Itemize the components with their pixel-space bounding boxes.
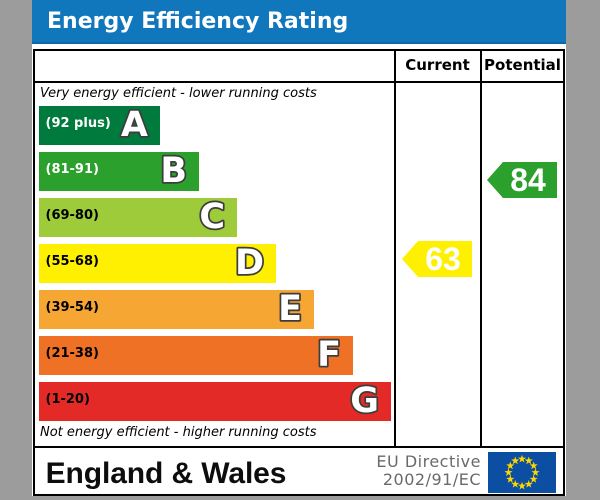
band-range-c: (69-80) xyxy=(45,207,99,223)
eu-flag-icon xyxy=(488,451,556,493)
svg-text:A: A xyxy=(121,105,148,145)
svg-text:C: C xyxy=(200,197,226,237)
band-row-c: (69-80) C xyxy=(39,195,238,239)
band-letter-d: D xyxy=(233,241,266,285)
eu-directive-line1: EU Directive xyxy=(376,451,481,471)
band-range-e: (39-54) xyxy=(45,299,99,315)
eu-flag-star xyxy=(511,479,520,488)
svg-text:E: E xyxy=(278,289,302,329)
eu-flag-star xyxy=(511,456,520,464)
band-row-b: (81-91) B xyxy=(39,149,199,193)
band-row-e: (39-54) E xyxy=(39,287,315,331)
band-range-b: (81-91) xyxy=(45,161,99,177)
column-header-current: Current xyxy=(405,56,470,74)
band-row-f: (21-38) F xyxy=(39,333,353,377)
band-letter-a: A xyxy=(120,103,151,146)
band-range-f: (21-38) xyxy=(45,345,99,361)
eu-flag-star xyxy=(524,479,533,488)
band-letter-f: F xyxy=(315,333,342,377)
potential-column-divider xyxy=(480,51,482,448)
column-header-potential: Potential xyxy=(484,56,561,74)
eu-flag-star xyxy=(529,460,538,469)
svg-text:B: B xyxy=(160,151,187,191)
chart-title: Energy Efficiency Rating xyxy=(47,9,349,34)
top-efficiency-note: Very energy efficient - lower running co… xyxy=(40,85,317,101)
potential-rating-value: 84 xyxy=(510,162,546,198)
eu-flag-star xyxy=(517,454,527,462)
footer-row-divider xyxy=(35,446,563,448)
band-range-d: (55-68) xyxy=(45,253,99,269)
eu-flag-star xyxy=(517,481,527,489)
eu-flag-star xyxy=(506,474,515,483)
header-row-divider xyxy=(35,81,563,83)
eu-flag-star xyxy=(524,456,533,464)
band-range-g: (1-20) xyxy=(45,391,90,407)
current-rating-value: 63 xyxy=(425,241,461,277)
svg-text:G: G xyxy=(351,381,380,421)
bottom-efficiency-note: Not energy efficient - higher running co… xyxy=(40,424,317,440)
eu-flag-star xyxy=(529,474,538,483)
svg-text:D: D xyxy=(235,243,264,283)
region-label: England & Wales xyxy=(45,456,287,490)
band-range-a: (92 plus) xyxy=(45,115,111,131)
band-row-a: (92 plus) A xyxy=(39,103,161,147)
band-letter-e: E xyxy=(277,287,304,331)
band-letter-g: G xyxy=(349,379,381,423)
band-row-d: (55-68) D xyxy=(39,241,276,285)
eu-directive-label: EU Directive 2002/91/EC xyxy=(330,451,481,490)
current-rating-arrow: 63 xyxy=(402,241,473,278)
eu-flag-star xyxy=(531,467,540,476)
eu-directive-line2: 2002/91/EC xyxy=(382,470,481,489)
eu-flag-star xyxy=(504,467,513,476)
band-row-g: (1-20) G xyxy=(39,379,392,423)
band-letter-c: C xyxy=(198,195,227,239)
svg-text:F: F xyxy=(317,335,341,375)
potential-rating-arrow: 84 xyxy=(487,161,557,198)
band-letter-b: B xyxy=(158,149,188,193)
chart-title-bar: Energy Efficiency Rating xyxy=(32,0,566,44)
eu-flag-star xyxy=(506,460,515,469)
current-column-divider xyxy=(394,51,396,448)
